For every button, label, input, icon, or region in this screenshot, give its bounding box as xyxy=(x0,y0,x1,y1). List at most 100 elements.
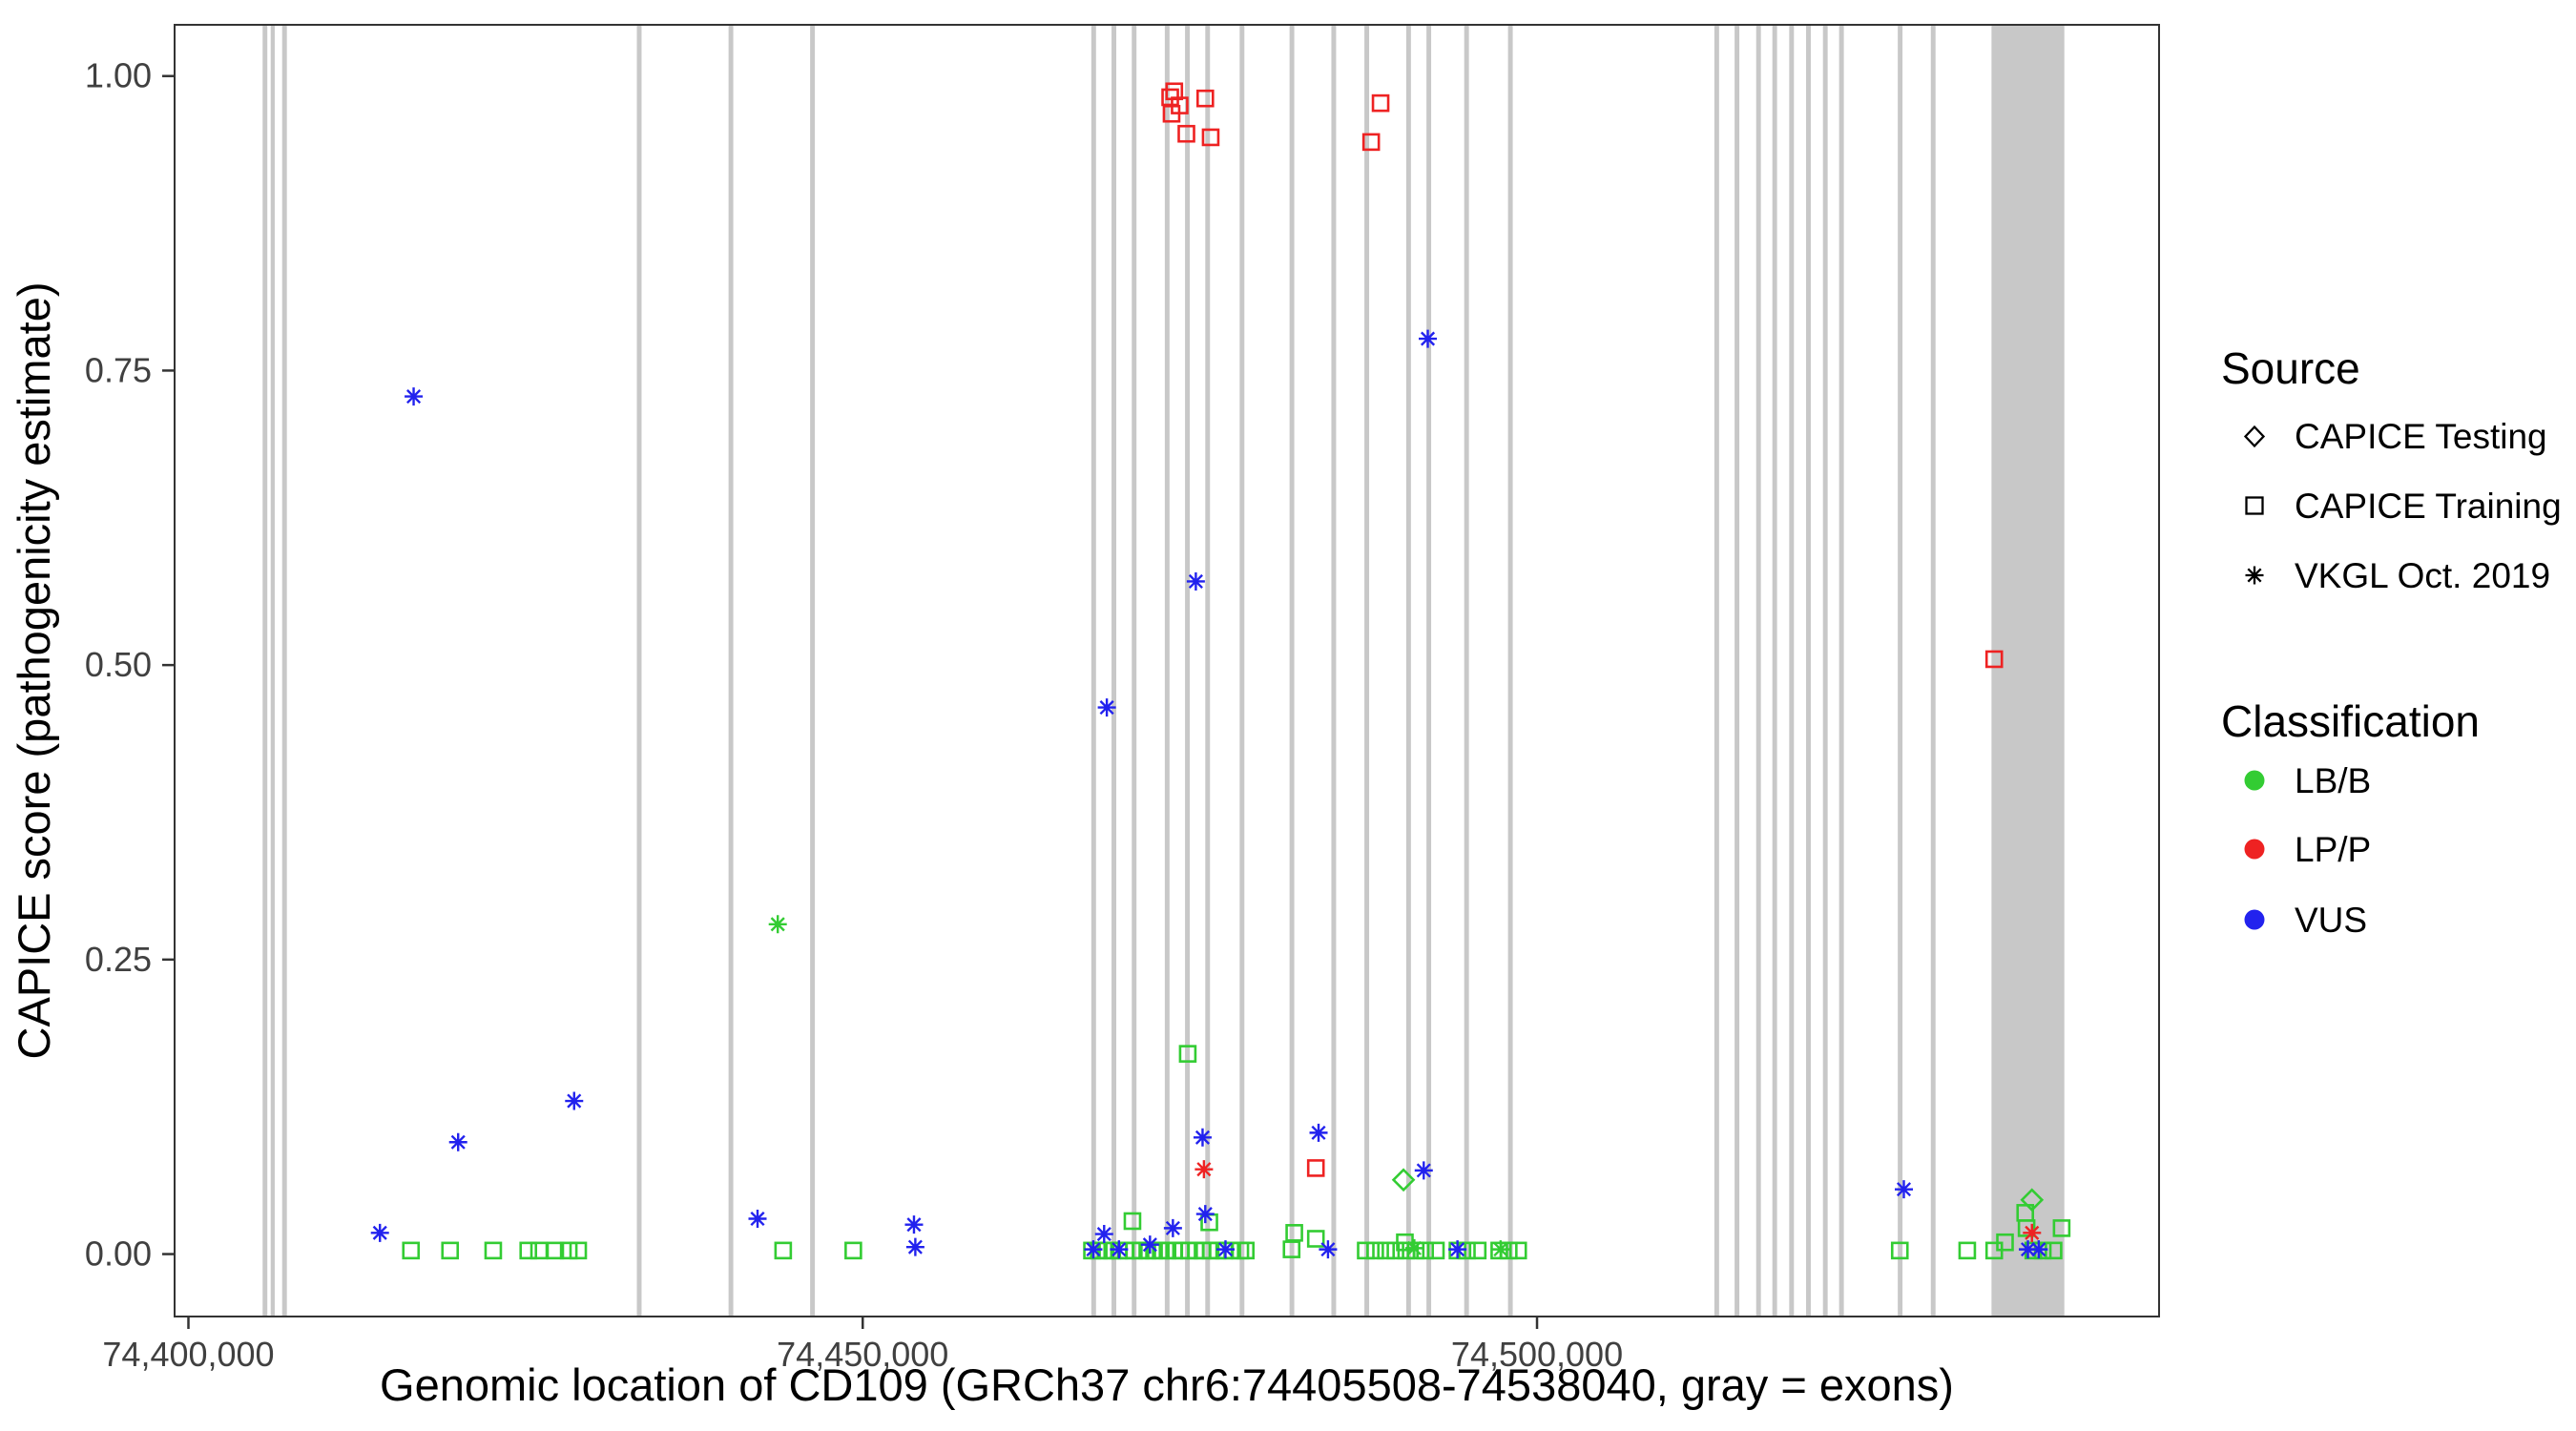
exon-bar xyxy=(1772,25,1777,1317)
data-point-asterisk xyxy=(2019,1240,2038,1259)
exon-bar xyxy=(1091,25,1096,1317)
legend-item-lbb: LB/B xyxy=(2295,761,2371,800)
legend-classification-title: Classification xyxy=(2221,696,2480,746)
x-tick-label: 74,500,000 xyxy=(1451,1335,1623,1374)
exon-bar xyxy=(1405,25,1411,1317)
data-point-asterisk xyxy=(370,1223,389,1242)
axis-ticks-layer: 74,400,000 74,450,000 74,500,000 0.00 0.25 0.… xyxy=(85,56,1623,1374)
data-point-square xyxy=(1178,1045,1197,1063)
exon-bar xyxy=(1132,25,1137,1317)
data-point-square xyxy=(1984,650,2004,669)
exon-bar xyxy=(281,25,287,1317)
exon-bar xyxy=(1991,25,2065,1317)
data-point-square xyxy=(1285,1224,1303,1242)
exon-bars-layer xyxy=(262,25,2065,1317)
data-point-square xyxy=(1177,124,1195,143)
data-point-asterisk xyxy=(1084,1240,1103,1259)
exon-bar xyxy=(1364,25,1370,1317)
data-point-square xyxy=(2017,1219,2036,1237)
data-point-square xyxy=(2033,1241,2052,1260)
data-point-square xyxy=(546,1241,565,1260)
data-point-square xyxy=(1958,1241,1977,1260)
data-point-square xyxy=(1357,1241,1375,1260)
exon-bar xyxy=(270,25,275,1317)
exon-bar xyxy=(262,25,268,1317)
legend-item-vkgl: VKGL Oct. 2019 xyxy=(2295,556,2550,595)
data-points-layer xyxy=(370,82,2071,1260)
x-tick-label: 74,400,000 xyxy=(102,1335,274,1374)
data-point-square xyxy=(530,1241,549,1260)
legend: Source CAPICE Testing CAPICE Training VK… xyxy=(2221,343,2562,940)
data-point-square xyxy=(2052,1219,2071,1237)
exon-bar xyxy=(636,25,642,1317)
data-point-square xyxy=(1406,1241,1425,1260)
legend-item-capice-training: CAPICE Training xyxy=(2295,487,2562,526)
exon-bar xyxy=(1164,25,1170,1317)
y-tick-label: 0.25 xyxy=(85,940,152,979)
data-point-asterisk xyxy=(1140,1235,1159,1255)
data-point-square xyxy=(484,1241,503,1260)
data-point-square xyxy=(1195,89,1215,108)
exon-bar xyxy=(1239,25,1245,1317)
diamond-icon xyxy=(2243,425,2266,448)
data-point-square xyxy=(1171,96,1189,114)
x-axis-title: Genomic location of CD109 (GRCh37 chr6:7… xyxy=(380,1359,1954,1410)
data-point-asterisk xyxy=(1404,1238,1423,1257)
legend-item-lpp: LP/P xyxy=(2295,830,2371,869)
exon-bar xyxy=(1839,25,1844,1317)
data-point-square xyxy=(1890,1241,1909,1260)
asterisk-icon xyxy=(2245,566,2264,585)
data-point-asterisk xyxy=(2023,1223,2042,1242)
data-point-asterisk xyxy=(1195,1205,1215,1224)
data-point-asterisk xyxy=(1110,1240,1129,1259)
lpp-color-swatch-icon xyxy=(2244,839,2265,860)
data-point-asterisk xyxy=(565,1091,584,1110)
legend-item-vus: VUS xyxy=(2295,901,2367,940)
data-point-asterisk xyxy=(1195,1160,1214,1179)
y-tick-label: 0.50 xyxy=(85,645,152,684)
data-point-square xyxy=(1366,1241,1384,1260)
data-point-asterisk xyxy=(1491,1240,1510,1259)
data-point-square xyxy=(1468,1241,1487,1260)
data-point-square xyxy=(1361,133,1381,152)
exon-bar xyxy=(1806,25,1811,1317)
data-point-asterisk xyxy=(1215,1240,1235,1259)
data-point-square xyxy=(402,1241,421,1260)
data-point-square xyxy=(441,1241,460,1260)
data-point-asterisk xyxy=(405,387,424,406)
exon-bar xyxy=(1464,25,1469,1317)
exon-bar xyxy=(1507,25,1513,1317)
y-tick-label: 0.75 xyxy=(85,350,152,389)
data-point-square xyxy=(1201,128,1220,147)
data-point-asterisk xyxy=(1097,698,1116,717)
data-point-square xyxy=(1996,1233,2014,1252)
data-point-square xyxy=(1306,1230,1325,1248)
data-point-square xyxy=(559,1241,578,1260)
legend-item-capice-testing: CAPICE Testing xyxy=(2295,417,2547,456)
x-tick-label: 74,450,000 xyxy=(777,1335,948,1374)
data-point-square xyxy=(774,1241,793,1260)
data-point-square xyxy=(844,1241,862,1260)
data-point-asterisk xyxy=(1448,1240,1467,1259)
exon-bar xyxy=(1426,25,1432,1317)
lbb-color-swatch-icon xyxy=(2244,770,2265,791)
data-point-square xyxy=(1306,1159,1325,1177)
data-point-asterisk xyxy=(1319,1240,1338,1259)
exon-bar xyxy=(1930,25,1936,1317)
exon-bar xyxy=(728,25,734,1317)
data-point-square xyxy=(569,1241,588,1260)
data-point-asterisk xyxy=(1894,1180,1913,1199)
data-point-asterisk xyxy=(2029,1240,2048,1259)
exon-bar xyxy=(1735,25,1740,1317)
exon-bar xyxy=(810,25,816,1317)
exon-bar xyxy=(1789,25,1795,1317)
data-point-asterisk xyxy=(1186,571,1205,591)
exon-bar xyxy=(1331,25,1337,1317)
data-point-asterisk xyxy=(768,915,787,934)
data-point-asterisk xyxy=(748,1210,767,1229)
y-tick-label: 1.00 xyxy=(85,56,152,95)
data-point-asterisk xyxy=(905,1237,924,1256)
data-point-square xyxy=(1236,1241,1255,1260)
data-point-square xyxy=(1371,93,1390,113)
y-tick-label: 0.00 xyxy=(85,1234,152,1274)
